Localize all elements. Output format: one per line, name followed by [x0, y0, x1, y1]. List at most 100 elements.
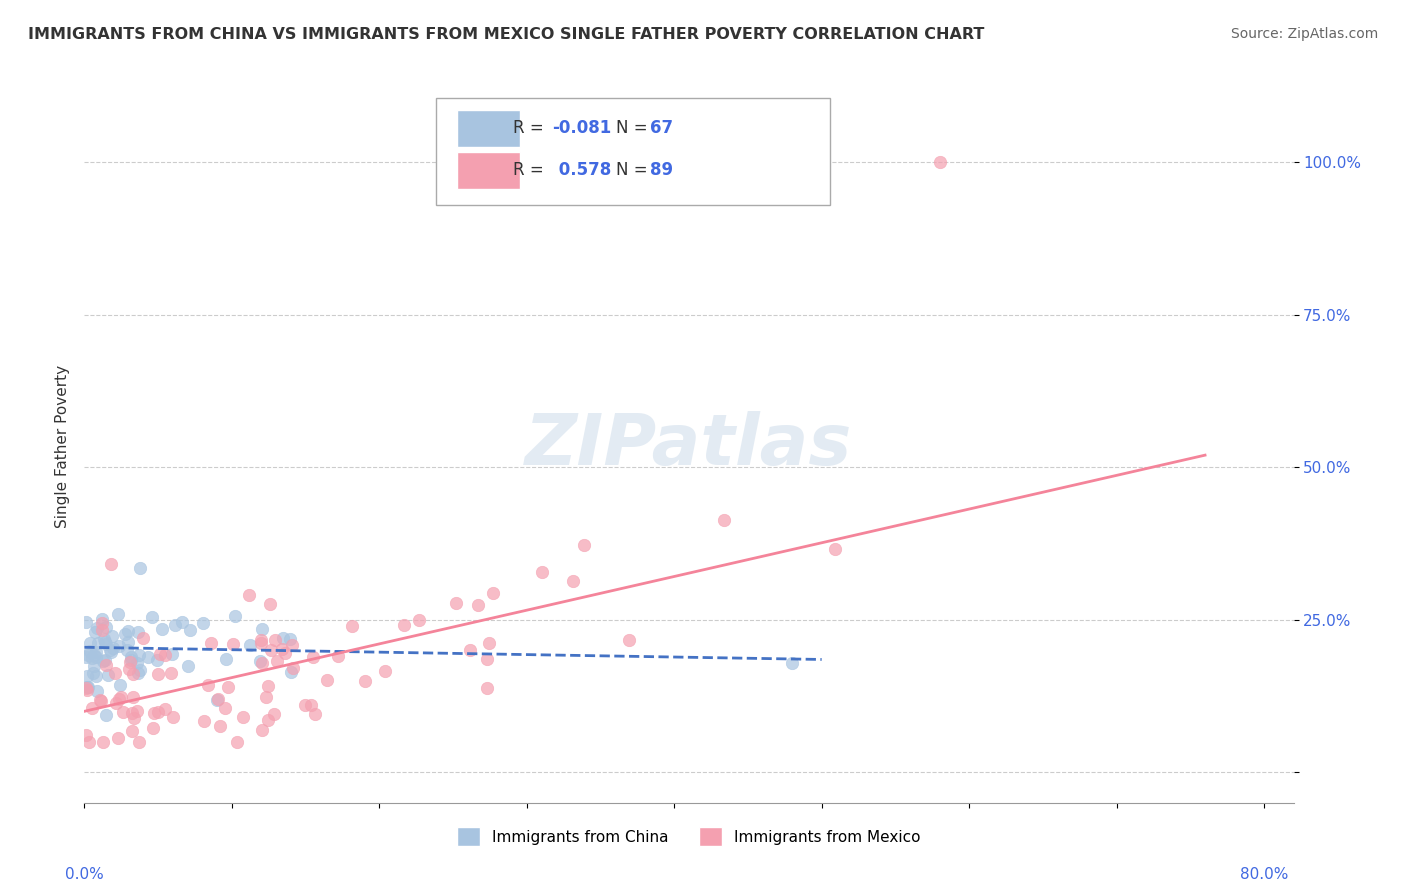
- Point: [79, 644, 101, 658]
- Point: [91, 654, 114, 668]
- Point: [193, 714, 215, 729]
- Point: [108, 691, 131, 706]
- Point: [118, 656, 141, 670]
- Point: [209, 719, 232, 733]
- Point: [111, 705, 134, 719]
- Point: [101, 629, 124, 643]
- Point: [250, 632, 273, 647]
- Point: [93, 653, 115, 667]
- Point: [224, 609, 246, 624]
- Point: [374, 664, 396, 678]
- Point: [120, 649, 142, 664]
- Point: [475, 681, 498, 695]
- Point: [127, 624, 149, 639]
- Point: [80, 651, 103, 665]
- Point: [91, 612, 114, 626]
- Point: [207, 691, 229, 706]
- Point: [76, 683, 98, 698]
- Point: [121, 724, 143, 739]
- Point: [225, 735, 247, 749]
- Text: R =: R =: [513, 120, 550, 137]
- Point: [142, 721, 165, 735]
- Point: [340, 618, 363, 632]
- Point: [127, 704, 149, 718]
- Point: [250, 656, 273, 670]
- Point: [467, 599, 489, 613]
- Point: [179, 623, 201, 637]
- Point: [256, 713, 278, 727]
- Point: [75, 649, 97, 664]
- Point: [162, 710, 184, 724]
- Point: [205, 692, 228, 706]
- Point: [617, 632, 640, 647]
- Point: [76, 669, 98, 683]
- Point: [91, 735, 114, 749]
- Point: [408, 613, 430, 627]
- Point: [110, 678, 132, 692]
- Point: [214, 701, 236, 715]
- Point: [928, 155, 950, 169]
- Text: 0.0%: 0.0%: [65, 867, 104, 882]
- Point: [146, 653, 169, 667]
- Point: [94, 657, 117, 672]
- Point: [86, 621, 108, 635]
- Text: N =: N =: [616, 161, 652, 179]
- Point: [107, 731, 129, 745]
- Point: [481, 586, 503, 600]
- Point: [76, 680, 98, 694]
- Point: [104, 696, 127, 710]
- Point: [304, 707, 326, 722]
- Point: [273, 646, 295, 660]
- Point: [117, 635, 139, 649]
- Point: [215, 652, 238, 666]
- Text: ZIPatlas: ZIPatlas: [526, 411, 852, 481]
- Point: [146, 705, 169, 719]
- Point: [260, 643, 283, 657]
- Point: [93, 635, 115, 649]
- Point: [281, 638, 304, 652]
- Point: [75, 681, 97, 695]
- Point: [444, 596, 467, 610]
- Point: [89, 693, 111, 707]
- Point: [84, 625, 107, 640]
- Text: IMMIGRANTS FROM CHINA VS IMMIGRANTS FROM MEXICO SINGLE FATHER POVERTY CORRELATIO: IMMIGRANTS FROM CHINA VS IMMIGRANTS FROM…: [28, 27, 984, 42]
- Point: [200, 636, 222, 650]
- Point: [294, 698, 316, 712]
- Point: [392, 617, 415, 632]
- Point: [118, 662, 141, 676]
- Point: [77, 680, 100, 694]
- Point: [128, 735, 150, 749]
- Point: [129, 561, 152, 575]
- Point: [121, 706, 143, 720]
- Point: [250, 723, 273, 737]
- Point: [107, 607, 129, 621]
- Point: [281, 661, 304, 675]
- Point: [122, 667, 145, 681]
- Point: [128, 663, 150, 677]
- Point: [122, 690, 145, 705]
- Point: [80, 700, 103, 714]
- Point: [572, 538, 595, 552]
- Point: [141, 610, 163, 624]
- Point: [713, 512, 735, 526]
- Point: [87, 636, 110, 650]
- Point: [97, 667, 120, 681]
- Text: R =: R =: [513, 161, 550, 179]
- Point: [75, 728, 97, 742]
- Point: [271, 631, 294, 645]
- Point: [114, 627, 136, 641]
- Point: [150, 622, 173, 636]
- Point: [138, 650, 160, 665]
- Point: [222, 637, 245, 651]
- Point: [162, 648, 184, 662]
- Text: -0.081: -0.081: [553, 120, 612, 137]
- Point: [84, 645, 107, 659]
- Point: [250, 636, 273, 650]
- Point: [478, 636, 501, 650]
- Point: [110, 690, 132, 705]
- Point: [197, 678, 219, 692]
- Point: [239, 638, 262, 652]
- Point: [266, 654, 288, 668]
- Point: [90, 615, 112, 630]
- Point: [160, 665, 183, 680]
